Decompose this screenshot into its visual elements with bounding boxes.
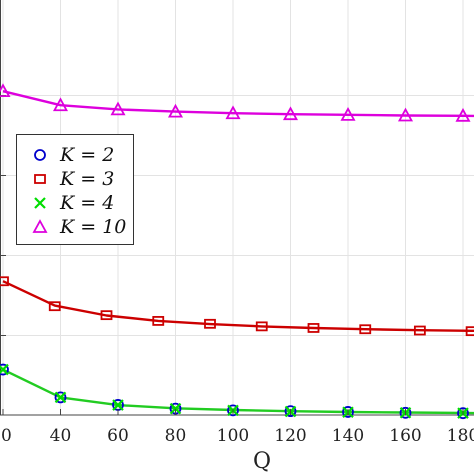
- data-point-k3: [152, 316, 165, 326]
- data-point-k3: [255, 321, 268, 332]
- data-point-k2: [54, 391, 67, 404]
- data-point-k10: [52, 97, 69, 112]
- data-point-k3: [413, 325, 426, 336]
- fit-curves: [2, 90, 474, 415]
- data-point-k4: [169, 402, 182, 415]
- x-tick-label: 160: [389, 426, 421, 446]
- data-point-k3: [100, 310, 113, 321]
- x-tick-label: 40: [50, 426, 72, 446]
- legend-marker: [32, 219, 48, 233]
- x-tick-label: 120: [274, 426, 306, 446]
- legend-label: K = 2: [59, 144, 114, 166]
- data-point-k4: [54, 391, 67, 404]
- data-point-k2: [284, 405, 297, 418]
- x-tick-labels: 0 40 60 80 100 120 140 160 180: [1, 409, 474, 446]
- data-point-k3: [359, 324, 372, 335]
- data-point-k4: [0, 363, 9, 376]
- data-point-k2: [0, 363, 9, 376]
- data-point-k10: [455, 107, 471, 122]
- x-axis-title: Q: [253, 449, 271, 474]
- data-point-k10: [0, 83, 11, 98]
- data-point-k10: [110, 101, 126, 116]
- x-tick-label: 60: [107, 426, 129, 446]
- x-tick-label: 100: [217, 426, 249, 446]
- series-line-k3: [2, 280, 474, 333]
- legend-label: K = 4: [59, 192, 114, 214]
- legend-label: K = 3: [59, 168, 114, 190]
- series-line-k4: [2, 368, 474, 415]
- legend: K = 2K = 3K = 4K = 10: [16, 134, 134, 245]
- data-markers: [0, 83, 474, 420]
- x-tick-label: 0: [1, 426, 12, 446]
- legend-marker: [34, 174, 46, 184]
- data-point-k10: [167, 103, 184, 118]
- data-point-k3: [204, 318, 216, 329]
- data-point-k3: [307, 323, 320, 333]
- legend-marker: [34, 197, 46, 209]
- data-point-k10: [340, 106, 356, 121]
- data-point-k2: [399, 406, 412, 419]
- data-point-k4: [112, 399, 124, 411]
- data-point-k2: [227, 404, 239, 417]
- data-point-k3: [465, 326, 474, 337]
- data-point-k10: [225, 105, 241, 120]
- series-line-k10: [2, 90, 474, 118]
- data-point-k2: [342, 406, 354, 418]
- data-point-k3: [0, 276, 9, 287]
- data-point-k10: [397, 107, 414, 122]
- data-point-k10: [282, 106, 299, 121]
- plot-frame: [0, 0, 474, 416]
- data-point-k2: [457, 407, 469, 420]
- x-tick-label: 140: [332, 426, 364, 446]
- data-point-k3: [48, 301, 61, 312]
- legend-marker: [34, 149, 46, 161]
- legend-label: K = 10: [59, 216, 126, 238]
- x-tick-label: 180: [447, 426, 474, 446]
- x-tick-label: 80: [165, 426, 187, 446]
